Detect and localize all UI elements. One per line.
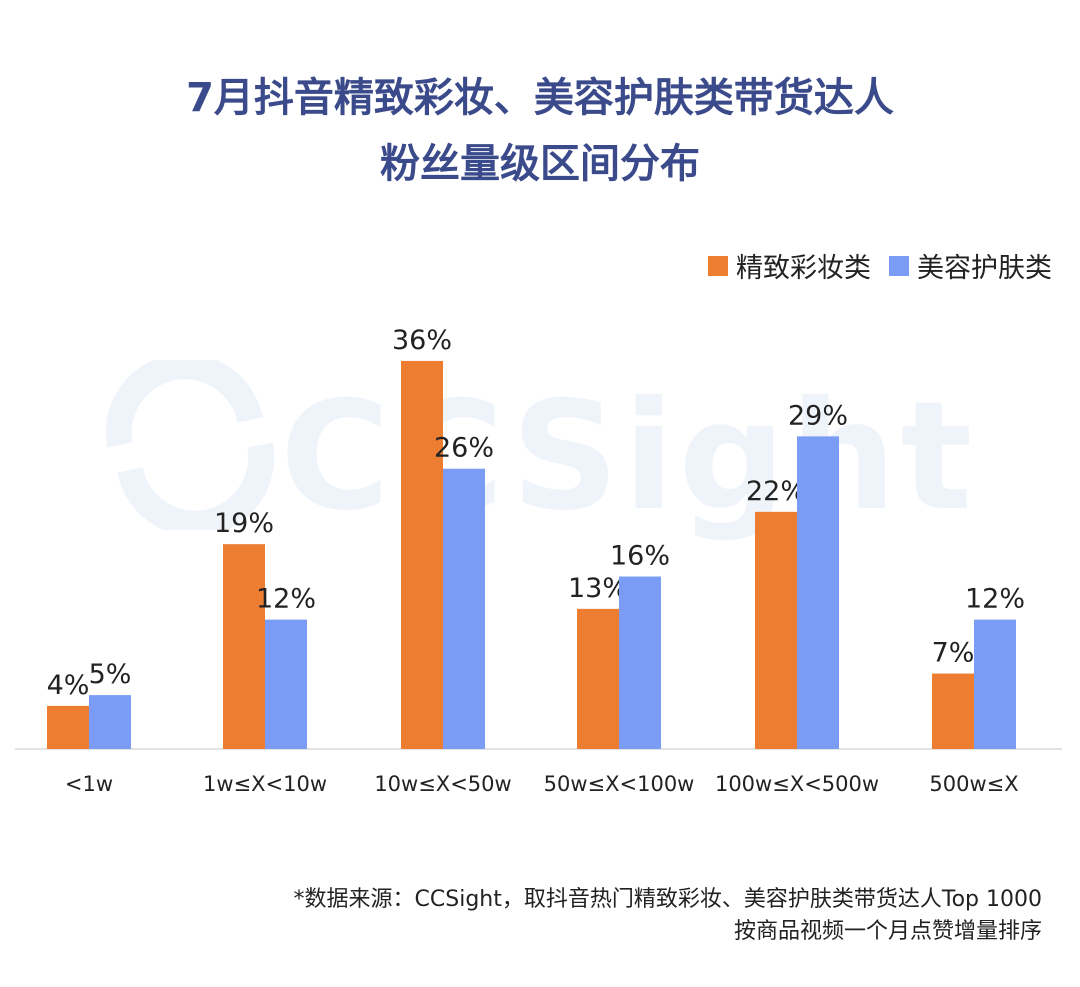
- data-label-makeup-4: 22%: [746, 476, 806, 507]
- data-label-makeup-3: 13%: [568, 573, 628, 604]
- bar-skincare-5: [974, 619, 1016, 749]
- data-label-skincare-0: 5%: [89, 659, 132, 690]
- chart-title-line2: 粉丝量级区间分布: [380, 141, 700, 187]
- x-tick-label-1: 1w≤X<10w: [203, 772, 327, 796]
- x-tick-label-4: 100w≤X<500w: [715, 772, 879, 796]
- data-label-skincare-1: 12%: [256, 584, 316, 615]
- bar-skincare-2: [443, 468, 485, 749]
- chart-legend: 精致彩妆类 美容护肤类: [708, 246, 1052, 285]
- bar-makeup-4: [755, 511, 797, 749]
- x-tick-label-3: 50w≤X<100w: [544, 772, 695, 796]
- data-label-makeup-5: 7%: [932, 638, 975, 669]
- data-label-skincare-4: 29%: [788, 400, 848, 431]
- x-tick-label-0: <1w: [65, 772, 113, 796]
- legend-item-skincare: 美容护肤类: [889, 246, 1052, 285]
- bar-skincare-3: [619, 576, 661, 749]
- bar-makeup-5: [932, 673, 974, 749]
- data-label-makeup-0: 4%: [47, 670, 90, 701]
- legend-swatch-makeup: [708, 255, 728, 276]
- source-line2: 按商品视频一个月点赞增量排序: [733, 919, 1042, 944]
- bar-skincare-1: [265, 619, 307, 749]
- x-tick-label-2: 10w≤X<50w: [374, 772, 511, 796]
- data-label-makeup-1: 19%: [214, 508, 274, 539]
- bar-skincare-0: [89, 695, 131, 749]
- bar-makeup-3: [577, 608, 619, 749]
- legend-label-skincare: 美容护肤类: [917, 253, 1052, 284]
- data-label-skincare-2: 26%: [434, 433, 494, 464]
- data-label-skincare-5: 12%: [965, 584, 1025, 615]
- bar-skincare-4: [797, 436, 839, 749]
- data-label-skincare-3: 16%: [610, 541, 670, 572]
- bar-makeup-1: [223, 544, 265, 749]
- legend-label-makeup: 精致彩妆类: [736, 253, 871, 284]
- data-label-makeup-2: 36%: [392, 325, 452, 356]
- legend-item-makeup: 精致彩妆类: [708, 246, 871, 285]
- source-line1: *数据来源：CCSight，取抖音热门精致彩妆、美容护肤类带货达人Top 100…: [293, 887, 1042, 912]
- data-source-note: *数据来源：CCSight，取抖音热门精致彩妆、美容护肤类带货达人Top 100…: [294, 884, 1042, 948]
- bar-makeup-2: [401, 360, 443, 749]
- bar-makeup-0: [47, 705, 89, 749]
- x-tick-label-5: 500w≤X: [929, 772, 1018, 796]
- chart-title-line1: 7月抖音精致彩妆、美容护肤类带货达人: [186, 75, 894, 121]
- legend-swatch-skincare: [889, 255, 909, 276]
